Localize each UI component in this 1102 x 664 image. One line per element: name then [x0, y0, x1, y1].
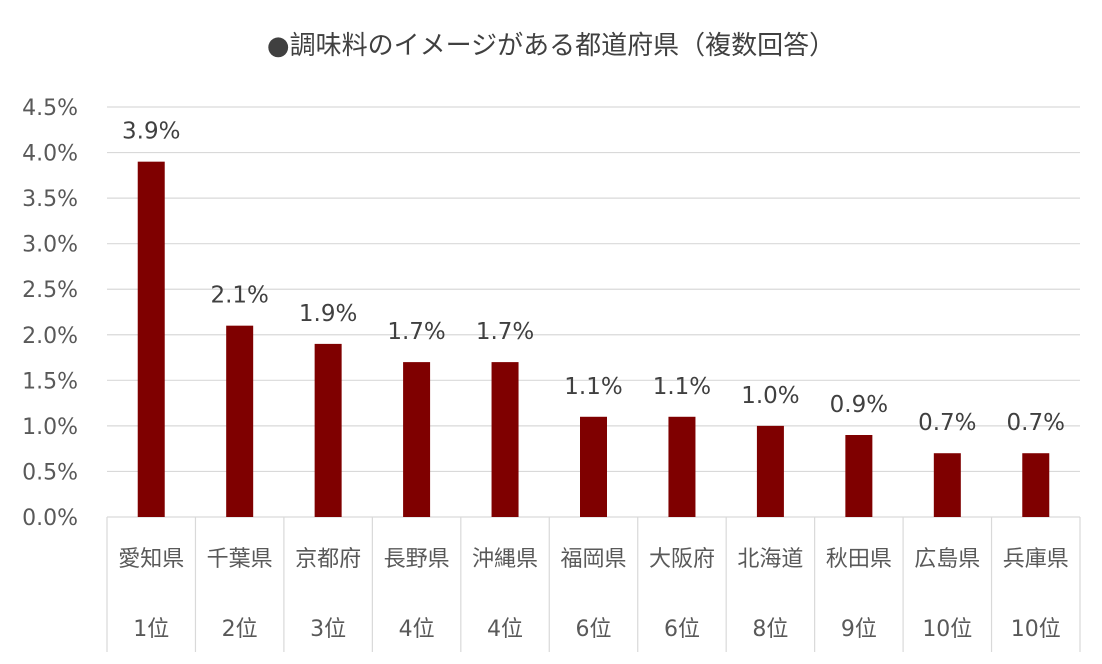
bar [756, 425, 784, 517]
bar [226, 325, 254, 517]
x-category-label: 長野県 [384, 547, 450, 572]
y-tick-label: 2.5% [22, 278, 78, 303]
chart-title: ●調味料のイメージがある都道府県（複数回答） [267, 31, 835, 61]
y-tick-label: 3.0% [22, 233, 78, 258]
y-tick-label: 4.0% [22, 142, 78, 167]
bar [491, 362, 519, 517]
x-category-label: 愛知県 [118, 547, 184, 572]
bars [137, 161, 1050, 517]
x-category-label: 秋田県 [826, 547, 892, 572]
data-label: 0.7% [1007, 410, 1065, 436]
bar [580, 416, 607, 517]
x-rank-label: 1位 [133, 617, 169, 642]
data-label: 2.1% [210, 283, 268, 309]
x-category-label: 広島県 [914, 547, 980, 572]
data-label: 1.9% [299, 301, 357, 327]
y-tick-label: 2.0% [22, 324, 78, 349]
x-rank-label: 10位 [922, 617, 972, 642]
gridlines [107, 106, 1080, 518]
y-tick-label: 4.5% [22, 96, 78, 121]
y-tick-label: 1.5% [22, 369, 78, 394]
bar [137, 161, 165, 517]
x-axis: 愛知県 1位 千葉県 2位 京都府 3位 長野県 4位 沖縄県 4位 福岡県 6位 大阪府 6位 北海道 8位… [106, 517, 1081, 652]
x-category-label: 福岡県 [560, 547, 626, 572]
x-rank-label: 6位 [576, 617, 612, 642]
x-category-label: 北海道 [737, 547, 803, 572]
y-tick-label: 3.5% [22, 187, 78, 212]
x-category-label: 京都府 [295, 547, 361, 572]
y-tick-label: 0.0% [22, 506, 78, 531]
bar [933, 453, 961, 517]
x-rank-label: 4位 [399, 617, 435, 642]
x-category-label: 兵庫県 [1003, 547, 1069, 572]
data-label: 1.0% [741, 383, 799, 409]
data-label: 0.9% [830, 392, 888, 418]
x-category-label: 沖縄県 [472, 547, 538, 572]
x-category-label: 千葉県 [207, 547, 273, 572]
x-rank-label: 3位 [310, 617, 346, 642]
x-rank-label: 2位 [222, 617, 258, 642]
data-label: 3.9% [122, 119, 180, 145]
y-axis-ticks: 0.0% 0.5% 1.0% 1.5% 2.0% 2.5% 3.0% 3.5% 4.0% 4.5% [22, 96, 78, 531]
data-label: 1.1% [653, 374, 711, 400]
bar [1022, 453, 1050, 517]
x-rank-label: 4位 [487, 617, 523, 642]
bar [314, 343, 342, 517]
data-label: 1.1% [564, 374, 622, 400]
y-tick-label: 0.5% [22, 460, 78, 485]
bar [403, 362, 431, 517]
x-rank-label: 6位 [664, 617, 700, 642]
x-category-label: 大阪府 [649, 547, 715, 572]
bar [845, 435, 873, 517]
data-label: 1.7% [387, 319, 445, 345]
y-tick-label: 1.0% [22, 415, 78, 440]
data-label: 0.7% [918, 410, 976, 436]
x-rank-label: 8位 [752, 617, 788, 642]
x-rank-label: 10位 [1011, 617, 1061, 642]
x-rank-label: 9位 [841, 617, 877, 642]
data-labels: 3.9% 2.1% 1.9% 1.7% 1.7% 1.1% 1.1% 1.0% 0.9% 0.7%… [122, 119, 1065, 437]
bar [668, 416, 696, 517]
data-label: 1.7% [476, 319, 534, 345]
